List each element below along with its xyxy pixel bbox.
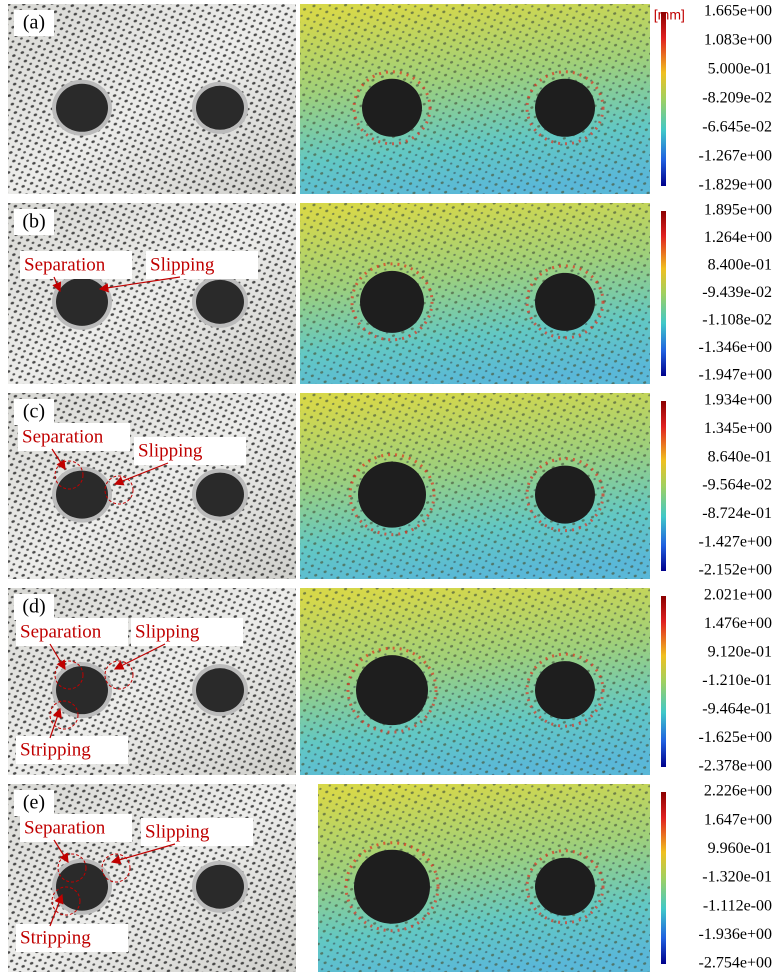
- colorbar: [661, 401, 666, 571]
- colorbar-tick-label: -1.947e+00: [699, 367, 772, 384]
- dic-speckle: [300, 588, 650, 775]
- colorbar-tick-label: 8.640e-01: [708, 448, 772, 465]
- colorbar-tick-label: 9.120e-01: [708, 644, 772, 661]
- colorbar-tick-label: 1.647e+00: [704, 811, 772, 828]
- colorbar-tick-label: -2.378e+00: [699, 758, 772, 775]
- dic-hole: [535, 79, 595, 137]
- colorbar-tick-label: 2.226e+00: [704, 783, 772, 800]
- panel-label: (e): [23, 792, 45, 814]
- colorbar-tick-label: 2.021e+00: [704, 587, 772, 604]
- colorbar-tick-label: -9.564e-02: [702, 477, 772, 494]
- colorbar-tick-label: -1.320e-01: [702, 869, 772, 886]
- dic-hole: [535, 466, 595, 524]
- colorbar-tick-label: -1.936e+00: [699, 926, 772, 943]
- hole: [196, 473, 244, 517]
- colorbar-tick-label: -6.645e-02: [702, 119, 772, 136]
- dic-hole: [358, 462, 426, 528]
- colorbar-tick-label: -1.210e-01: [702, 672, 772, 689]
- colorbar-tick-label: -9.439e-02: [702, 284, 772, 301]
- hole: [196, 280, 244, 324]
- dic-hole: [356, 655, 428, 725]
- annotation: Stripping: [20, 739, 91, 760]
- annotation: Separation: [20, 621, 102, 642]
- colorbar-tick-label: 1.934e+00: [704, 392, 772, 409]
- colorbar-tick-label: -2.754e+00: [699, 955, 772, 972]
- colorbar-tick-label: -1.427e+00: [699, 533, 772, 550]
- colorbar-tick-label: -8.209e-02: [702, 90, 772, 107]
- colorbar-tick-label: -2.152e+00: [699, 562, 772, 579]
- colorbar: [661, 596, 666, 767]
- dic-hole: [354, 850, 430, 924]
- colorbar-tick-label: -9.464e-01: [702, 701, 772, 718]
- dic-hole: [360, 271, 424, 333]
- dic-hole: [535, 273, 595, 331]
- colorbar-tick-label: 5.000e-01: [708, 61, 772, 78]
- annotation: Slipping: [135, 621, 200, 642]
- dic-hole: [535, 661, 595, 719]
- hole: [196, 668, 244, 712]
- dic-speckle: [300, 203, 650, 384]
- panel-label: (d): [22, 596, 45, 618]
- colorbar-tick-label: 1.345e+00: [704, 420, 772, 437]
- colorbar: [661, 792, 666, 964]
- annotation: Separation: [24, 254, 106, 275]
- colorbar-tick-label: -1.112e-00: [703, 897, 772, 914]
- panel-label: (c): [23, 401, 45, 423]
- panel: (e) Separation Slipping Stripping 2.226e+00 1…: [8, 783, 772, 972]
- colorbar: [661, 12, 666, 186]
- panel: (d) Separation Slipping Stripping 2.021e+00 1…: [8, 587, 772, 775]
- hole: [56, 84, 108, 132]
- dic-speckle: [300, 4, 650, 194]
- colorbar-tick-label: 9.960e-01: [708, 840, 772, 857]
- colorbar-tick-label: 1.665e+00: [704, 3, 772, 20]
- panel: (a) 1.665e+00 1.083e+00 5.000e-01 -8.209e-02…: [8, 3, 772, 194]
- panel: (c) Separation Slipping 1.934e+00 1.345e+00 8…: [8, 392, 772, 579]
- hole: [196, 86, 244, 130]
- panel-label: (b): [22, 211, 45, 233]
- colorbar-tick-label: -1.267e+00: [699, 148, 772, 165]
- annotation: Slipping: [138, 440, 203, 461]
- annotation: Separation: [22, 426, 104, 447]
- colorbar-tick-label: 1.264e+00: [704, 229, 772, 246]
- hole: [196, 865, 244, 909]
- colorbar-tick-label: -1.108e-02: [702, 312, 772, 329]
- figure: Displacement [mm] (a)1.665e+001.083e+005…: [0, 0, 776, 974]
- dic-hole: [362, 79, 422, 137]
- colorbar-tick-label: -1.829e+00: [699, 177, 772, 194]
- hole: [56, 666, 108, 714]
- hole: [56, 471, 108, 519]
- annotation: Slipping: [150, 254, 215, 275]
- panel-label: (a): [23, 12, 45, 34]
- colorbar-tick-label: -1.346e+00: [699, 339, 772, 356]
- panel: (b) Separation Slipping 1.895e+00 1.264e+00 8…: [8, 202, 772, 384]
- dic-hole: [535, 858, 595, 916]
- annotation: Separation: [24, 817, 106, 838]
- colorbar-tick-label: -8.724e-01: [702, 505, 772, 522]
- colorbar-tick-label: 1.083e+00: [704, 32, 772, 49]
- hole: [56, 863, 108, 911]
- colorbar-tick-label: 1.895e+00: [704, 202, 772, 219]
- annotation: Stripping: [20, 927, 91, 948]
- hole: [56, 278, 108, 326]
- dic-speckle: [300, 393, 650, 579]
- colorbar-tick-label: 8.400e-01: [708, 257, 772, 274]
- colorbar-tick-label: 1.476e+00: [704, 615, 772, 632]
- colorbar-tick-label: -1.625e+00: [699, 729, 772, 746]
- colorbar: [661, 211, 666, 376]
- annotation: Slipping: [145, 821, 210, 842]
